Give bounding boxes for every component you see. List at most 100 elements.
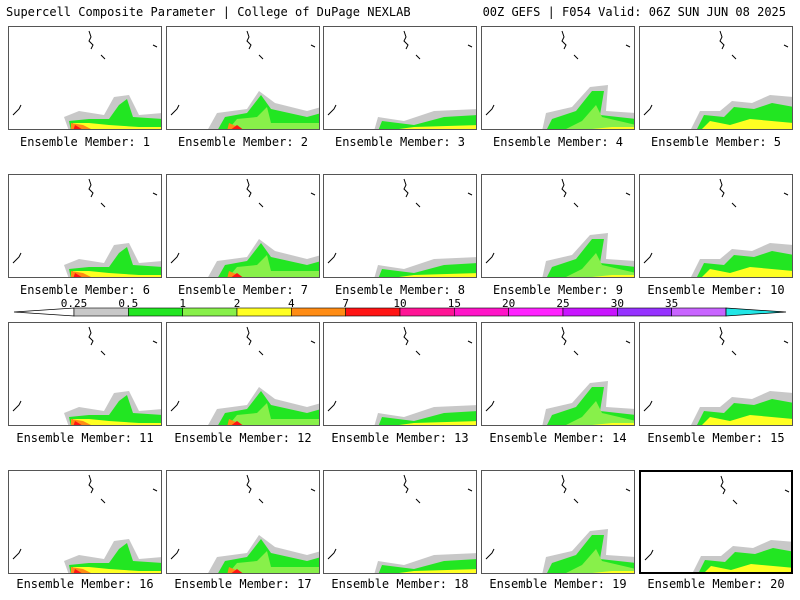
coastline <box>644 549 654 561</box>
coastline <box>415 350 421 356</box>
colorbar-segment <box>454 307 509 317</box>
coastline <box>625 488 631 492</box>
coastline <box>258 54 264 60</box>
coastline <box>573 498 579 504</box>
scp-field-map <box>485 326 634 425</box>
coastline <box>246 178 252 198</box>
coastline <box>258 202 264 208</box>
coastline <box>561 326 567 346</box>
scp-contour <box>566 401 634 425</box>
scp-contour <box>566 253 634 277</box>
scp-contour <box>702 119 792 129</box>
coastline <box>561 30 567 50</box>
coastline <box>784 489 790 493</box>
coastline <box>310 192 316 196</box>
member-label: Ensemble Member: 18 <box>331 577 469 591</box>
scp-contour <box>69 543 161 573</box>
coastline <box>415 202 421 208</box>
coastline <box>561 474 567 494</box>
coastline <box>415 54 421 60</box>
scp-contour <box>378 115 476 129</box>
member-label: Ensemble Member: 11 <box>16 431 154 445</box>
member-map-panel[interactable] <box>481 322 635 426</box>
scp-contour <box>231 421 243 425</box>
scp-field-map <box>12 474 161 573</box>
scp-contour <box>73 271 161 277</box>
scp-field-map <box>170 178 319 277</box>
scp-contour <box>399 125 476 129</box>
coastline <box>152 340 158 344</box>
member-map-panel[interactable] <box>166 322 320 426</box>
coastline <box>246 30 252 50</box>
member-label: Ensemble Member: 12 <box>174 431 312 445</box>
coastline <box>246 474 252 494</box>
colorbar-tick-label: 20 <box>502 297 516 310</box>
coastline <box>732 499 738 505</box>
coastline <box>246 326 252 346</box>
scp-field-map <box>485 474 634 573</box>
member-label: Ensemble Member: 5 <box>650 135 782 149</box>
colorbar-segment <box>562 307 618 317</box>
member-map-panel[interactable] <box>481 470 635 574</box>
member-map-panel[interactable] <box>8 322 162 426</box>
member-label: Ensemble Member: 1 <box>19 135 151 149</box>
coastline <box>573 202 579 208</box>
scp-contour <box>566 549 634 573</box>
member-label: Ensemble Member: 13 <box>331 431 469 445</box>
colorbar-tick-label: 0.5 <box>118 297 139 310</box>
scp-contour <box>702 267 792 277</box>
scp-contour <box>69 99 161 129</box>
member-map-panel[interactable] <box>323 174 477 278</box>
scp-field-map <box>644 475 791 572</box>
member-map-panel[interactable] <box>8 174 162 278</box>
scp-field-map <box>12 326 161 425</box>
colorbar-tick-label: 15 <box>447 297 461 310</box>
scp-field-map <box>643 326 792 425</box>
member-map-panel[interactable] <box>481 26 635 130</box>
scp-contour <box>592 127 634 129</box>
member-map-panel[interactable] <box>639 470 793 574</box>
scp-contour <box>73 125 82 129</box>
scp-contour <box>228 551 319 573</box>
member-label: Ensemble Member: 3 <box>334 135 466 149</box>
member-label: Ensemble Member: 15 <box>647 431 785 445</box>
member-map-panel[interactable] <box>481 174 635 278</box>
member-map-panel[interactable] <box>323 470 477 574</box>
coastline <box>170 252 180 264</box>
member-map-panel[interactable] <box>8 470 162 574</box>
color-scale-bar <box>13 307 787 317</box>
member-map-panel[interactable] <box>323 26 477 130</box>
scp-contour <box>231 569 243 573</box>
colorbar-tick-label: 0.25 <box>60 297 88 310</box>
coastline <box>152 192 158 196</box>
coastline <box>403 326 409 346</box>
colorbar-tick-label: 30 <box>610 297 624 310</box>
member-map-panel[interactable] <box>639 174 793 278</box>
coastline <box>170 400 180 412</box>
member-map-panel[interactable] <box>166 470 320 574</box>
scp-contour <box>399 421 476 425</box>
coastline <box>310 340 316 344</box>
coastline <box>88 30 94 50</box>
coastline <box>100 350 106 356</box>
scp-contour <box>231 273 243 277</box>
member-map-panel[interactable] <box>639 322 793 426</box>
member-label: Ensemble Member: 4 <box>492 135 624 149</box>
coastline <box>783 192 789 196</box>
member-map-panel[interactable] <box>8 26 162 130</box>
member-map-panel[interactable] <box>166 26 320 130</box>
coastline <box>403 30 409 50</box>
member-map-panel[interactable] <box>639 26 793 130</box>
member-label: Ensemble Member: 2 <box>177 135 309 149</box>
coastline <box>88 326 94 346</box>
coastline <box>327 252 337 264</box>
scp-field-map <box>12 30 161 129</box>
member-map-panel[interactable] <box>323 322 477 426</box>
colorbar-segment <box>291 307 346 317</box>
scp-contour <box>378 263 476 277</box>
coastline <box>12 400 22 412</box>
member-map-panel[interactable] <box>166 174 320 278</box>
scp-contour <box>73 123 161 129</box>
scp-field-map <box>327 30 476 129</box>
coastline <box>573 350 579 356</box>
